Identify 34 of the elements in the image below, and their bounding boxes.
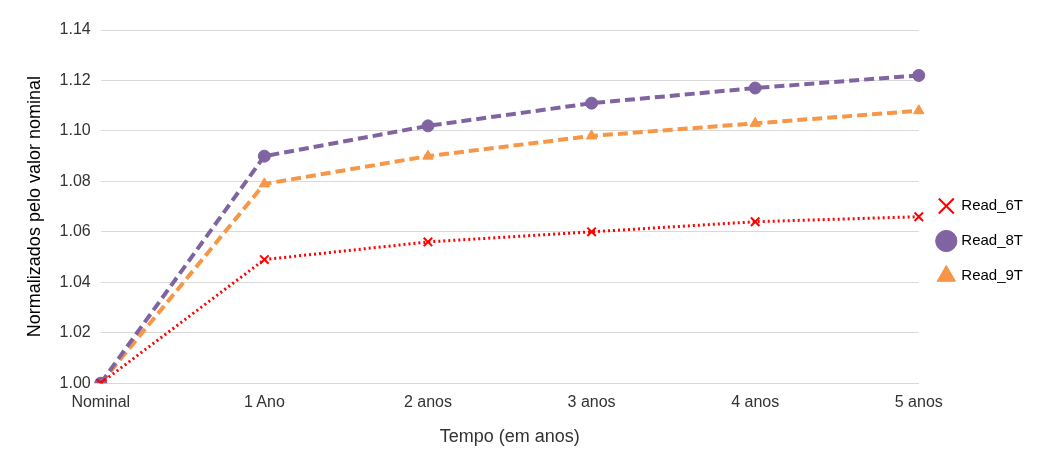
y-tick-label: 1.02: [59, 323, 91, 341]
y-axis-title: Normalizados pelo valor nominal: [23, 76, 44, 338]
point: [586, 226, 597, 238]
y-tick-label: 1.12: [59, 70, 91, 88]
point: [912, 68, 926, 82]
point: [913, 104, 925, 115]
y-tick-label: 1.00: [59, 373, 91, 391]
point: [748, 81, 762, 95]
y-tick-label: 1.06: [59, 222, 91, 240]
x-tick-label: 4 anos: [731, 393, 780, 411]
point: [421, 119, 435, 133]
legend-label: Read_8T: [961, 231, 1024, 249]
point: [422, 236, 434, 248]
point: [749, 116, 761, 127]
x-tick-label: 5 anos: [894, 393, 943, 411]
y-tick-label: 1.10: [59, 121, 91, 139]
point: [422, 149, 434, 160]
point: [258, 177, 271, 188]
y-tick-label: 1.08: [59, 171, 91, 189]
x-tick-label: Nominal: [71, 393, 131, 411]
point: [585, 96, 599, 110]
x-axis-title: Tempo (em anos): [439, 426, 580, 447]
x-tick-label: 2 anos: [403, 393, 452, 411]
legend-label: Read_6T: [961, 196, 1024, 214]
point: [257, 149, 271, 163]
legend-label: Read_9T: [961, 266, 1024, 284]
y-tick-label: 1.04: [59, 272, 91, 290]
point: [913, 211, 925, 222]
x-tick-label: 1 Ano: [243, 393, 285, 411]
x-tick-label: 3 anos: [567, 393, 616, 411]
point: [585, 129, 598, 140]
point: [749, 216, 761, 227]
y-tick-label: 1.14: [59, 20, 91, 38]
point: [259, 254, 270, 265]
